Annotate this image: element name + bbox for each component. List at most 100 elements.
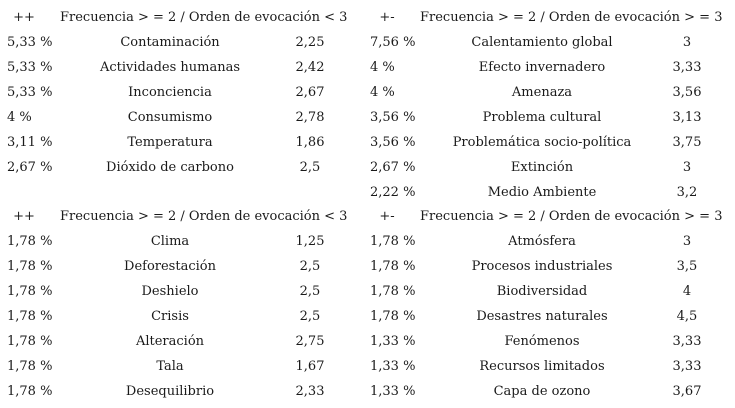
order-cell: 2,5 [299, 284, 321, 299]
table-row: 2,67 % Extinción 3 [367, 155, 735, 180]
table-row: 1,78 % Deshielo 2,5 [0, 279, 368, 304]
frequency-cell: 4 % [370, 85, 395, 100]
order-cell: 3,33 [672, 60, 702, 75]
term-cell: Temperatura [127, 135, 213, 150]
order-cell: 2,67 [295, 85, 325, 100]
table-row: 2,67 % Dióxido de carbono 2,5 [0, 155, 368, 180]
frequency-cell: 2,67 % [7, 160, 53, 175]
frequency-cell: 5,33 % [7, 35, 53, 50]
term-cell: Inconciencia [128, 85, 212, 100]
table-row: 1,78 % Alteración 2,75 [0, 329, 368, 354]
frequency-cell: 1,78 % [7, 359, 53, 374]
table-row: 1,78 % Clima 1,25 [0, 229, 368, 254]
frequency-cell: 1,78 % [370, 309, 416, 324]
term-cell: Fenómenos [504, 334, 580, 349]
order-cell: 2,78 [295, 110, 325, 125]
table-row: 1,78 % Tala 1,67 [0, 354, 368, 379]
quadrant-condition: Frecuencia > = 2 / Orden de evocación > … [420, 209, 723, 224]
order-cell: 2,5 [299, 160, 321, 175]
term-cell: Actividades humanas [99, 60, 241, 75]
order-cell: 3 [682, 160, 692, 175]
order-cell: 3,67 [672, 384, 702, 399]
table-row: 1,78 % Procesos industriales 3,5 [367, 254, 735, 279]
term-cell: Contaminación [120, 35, 220, 50]
order-cell: 3 [682, 234, 692, 249]
table-row: 5,33 % Contaminación 2,25 [0, 30, 368, 55]
order-cell: 3,13 [672, 110, 702, 125]
order-cell: 1,67 [295, 359, 325, 374]
frequency-cell: 1,78 % [7, 234, 53, 249]
term-cell: Clima [150, 234, 190, 249]
order-cell: 3,33 [672, 334, 702, 349]
table-row: 1,33 % Capa de ozono 3,67 [367, 379, 735, 404]
quadrant-header: ++ Frecuencia > = 2 / Orden de evocación… [0, 5, 368, 30]
table-row: 3,11 % Temperatura 1,86 [0, 130, 368, 155]
term-cell: Problema cultural [482, 110, 602, 125]
table-row: 2,22 % Medio Ambiente 3,2 [367, 180, 735, 205]
table-row: 3,56 % Problemática socio-política 3,75 [367, 130, 735, 155]
frequency-cell: 1,78 % [370, 259, 416, 274]
quadrant-condition: Frecuencia > = 2 / Orden de evocación < … [60, 10, 348, 25]
frequency-cell: 5,33 % [7, 60, 53, 75]
quadrant-condition: Frecuencia > = 2 / Orden de evocación > … [420, 10, 723, 25]
table-row: 4 % Amenaza 3,56 [367, 80, 735, 105]
quadrant-bottom-left: ++ Frecuencia > = 2 / Orden de evocación… [0, 204, 368, 404]
term-cell: Procesos industriales [471, 259, 613, 274]
term-cell: Amenaza [511, 85, 573, 100]
table-row: 1,78 % Desequilibrio 2,33 [0, 379, 368, 404]
quadrant-header: +- Frecuencia > = 2 / Orden de evocación… [367, 5, 735, 30]
order-cell: 3,2 [676, 185, 698, 200]
quadrant-bottom-right: +- Frecuencia > = 2 / Orden de evocación… [367, 204, 735, 404]
term-cell: Desastres naturales [476, 309, 608, 324]
table-row: 1,33 % Fenómenos 3,33 [367, 329, 735, 354]
order-cell: 3,33 [672, 359, 702, 374]
table-row: 1,33 % Recursos limitados 3,33 [367, 354, 735, 379]
order-cell: 4,5 [676, 309, 698, 324]
term-cell: Medio Ambiente [487, 185, 597, 200]
table-row: 1,78 % Crisis 2,5 [0, 304, 368, 329]
term-cell: Crisis [151, 309, 189, 324]
frequency-cell: 1,78 % [7, 334, 53, 349]
term-cell: Efecto invernadero [478, 60, 606, 75]
quadrant-sign: +- [379, 10, 395, 25]
quadrant-sign: ++ [13, 10, 35, 25]
term-cell: Dióxido de carbono [106, 160, 234, 175]
order-cell: 2,42 [295, 60, 325, 75]
quadrant-condition: Frecuencia > = 2 / Orden de evocación < … [60, 209, 348, 224]
order-cell: 4 [682, 284, 692, 299]
term-cell: Deforestación [124, 259, 216, 274]
quadrant-header: +- Frecuencia > = 2 / Orden de evocación… [367, 204, 735, 229]
table-row: 7,56 % Calentamiento global 3 [367, 30, 735, 55]
frequency-cell: 2,22 % [370, 185, 416, 200]
term-cell: Recursos limitados [479, 359, 605, 374]
order-cell: 2,5 [299, 309, 321, 324]
order-cell: 2,75 [295, 334, 325, 349]
frequency-cell: 4 % [7, 110, 32, 125]
frequency-cell: 1,33 % [370, 334, 416, 349]
frequency-cell: 1,78 % [7, 384, 53, 399]
frequency-cell: 1,33 % [370, 359, 416, 374]
term-cell: Problemática socio-política [452, 135, 632, 150]
frequency-cell: 2,67 % [370, 160, 416, 175]
term-cell: Desequilibrio [125, 384, 215, 399]
table-row: 5,33 % Actividades humanas 2,42 [0, 55, 368, 80]
term-cell: Biodiversidad [496, 284, 588, 299]
frequency-cell: 4 % [370, 60, 395, 75]
order-cell: 3,5 [676, 259, 698, 274]
order-cell: 2,25 [295, 35, 325, 50]
term-cell: Alteración [135, 334, 205, 349]
frequency-cell: 1,78 % [7, 259, 53, 274]
order-cell: 2,5 [299, 259, 321, 274]
frequency-cell: 1,78 % [7, 284, 53, 299]
order-cell: 2,33 [295, 384, 325, 399]
frequency-cell: 3,11 % [7, 135, 53, 150]
order-cell: 1,86 [295, 135, 325, 150]
term-cell: Atmósfera [508, 234, 576, 249]
quadrant-top-left: ++ Frecuencia > = 2 / Orden de evocación… [0, 5, 368, 180]
frequency-cell: 1,78 % [370, 234, 416, 249]
table-row: 5,33 % Inconciencia 2,67 [0, 80, 368, 105]
table-row: 1,78 % Deforestación 2,5 [0, 254, 368, 279]
frequency-cell: 1,33 % [370, 384, 416, 399]
frequency-cell: 1,78 % [370, 284, 416, 299]
term-cell: Extinción [510, 160, 574, 175]
